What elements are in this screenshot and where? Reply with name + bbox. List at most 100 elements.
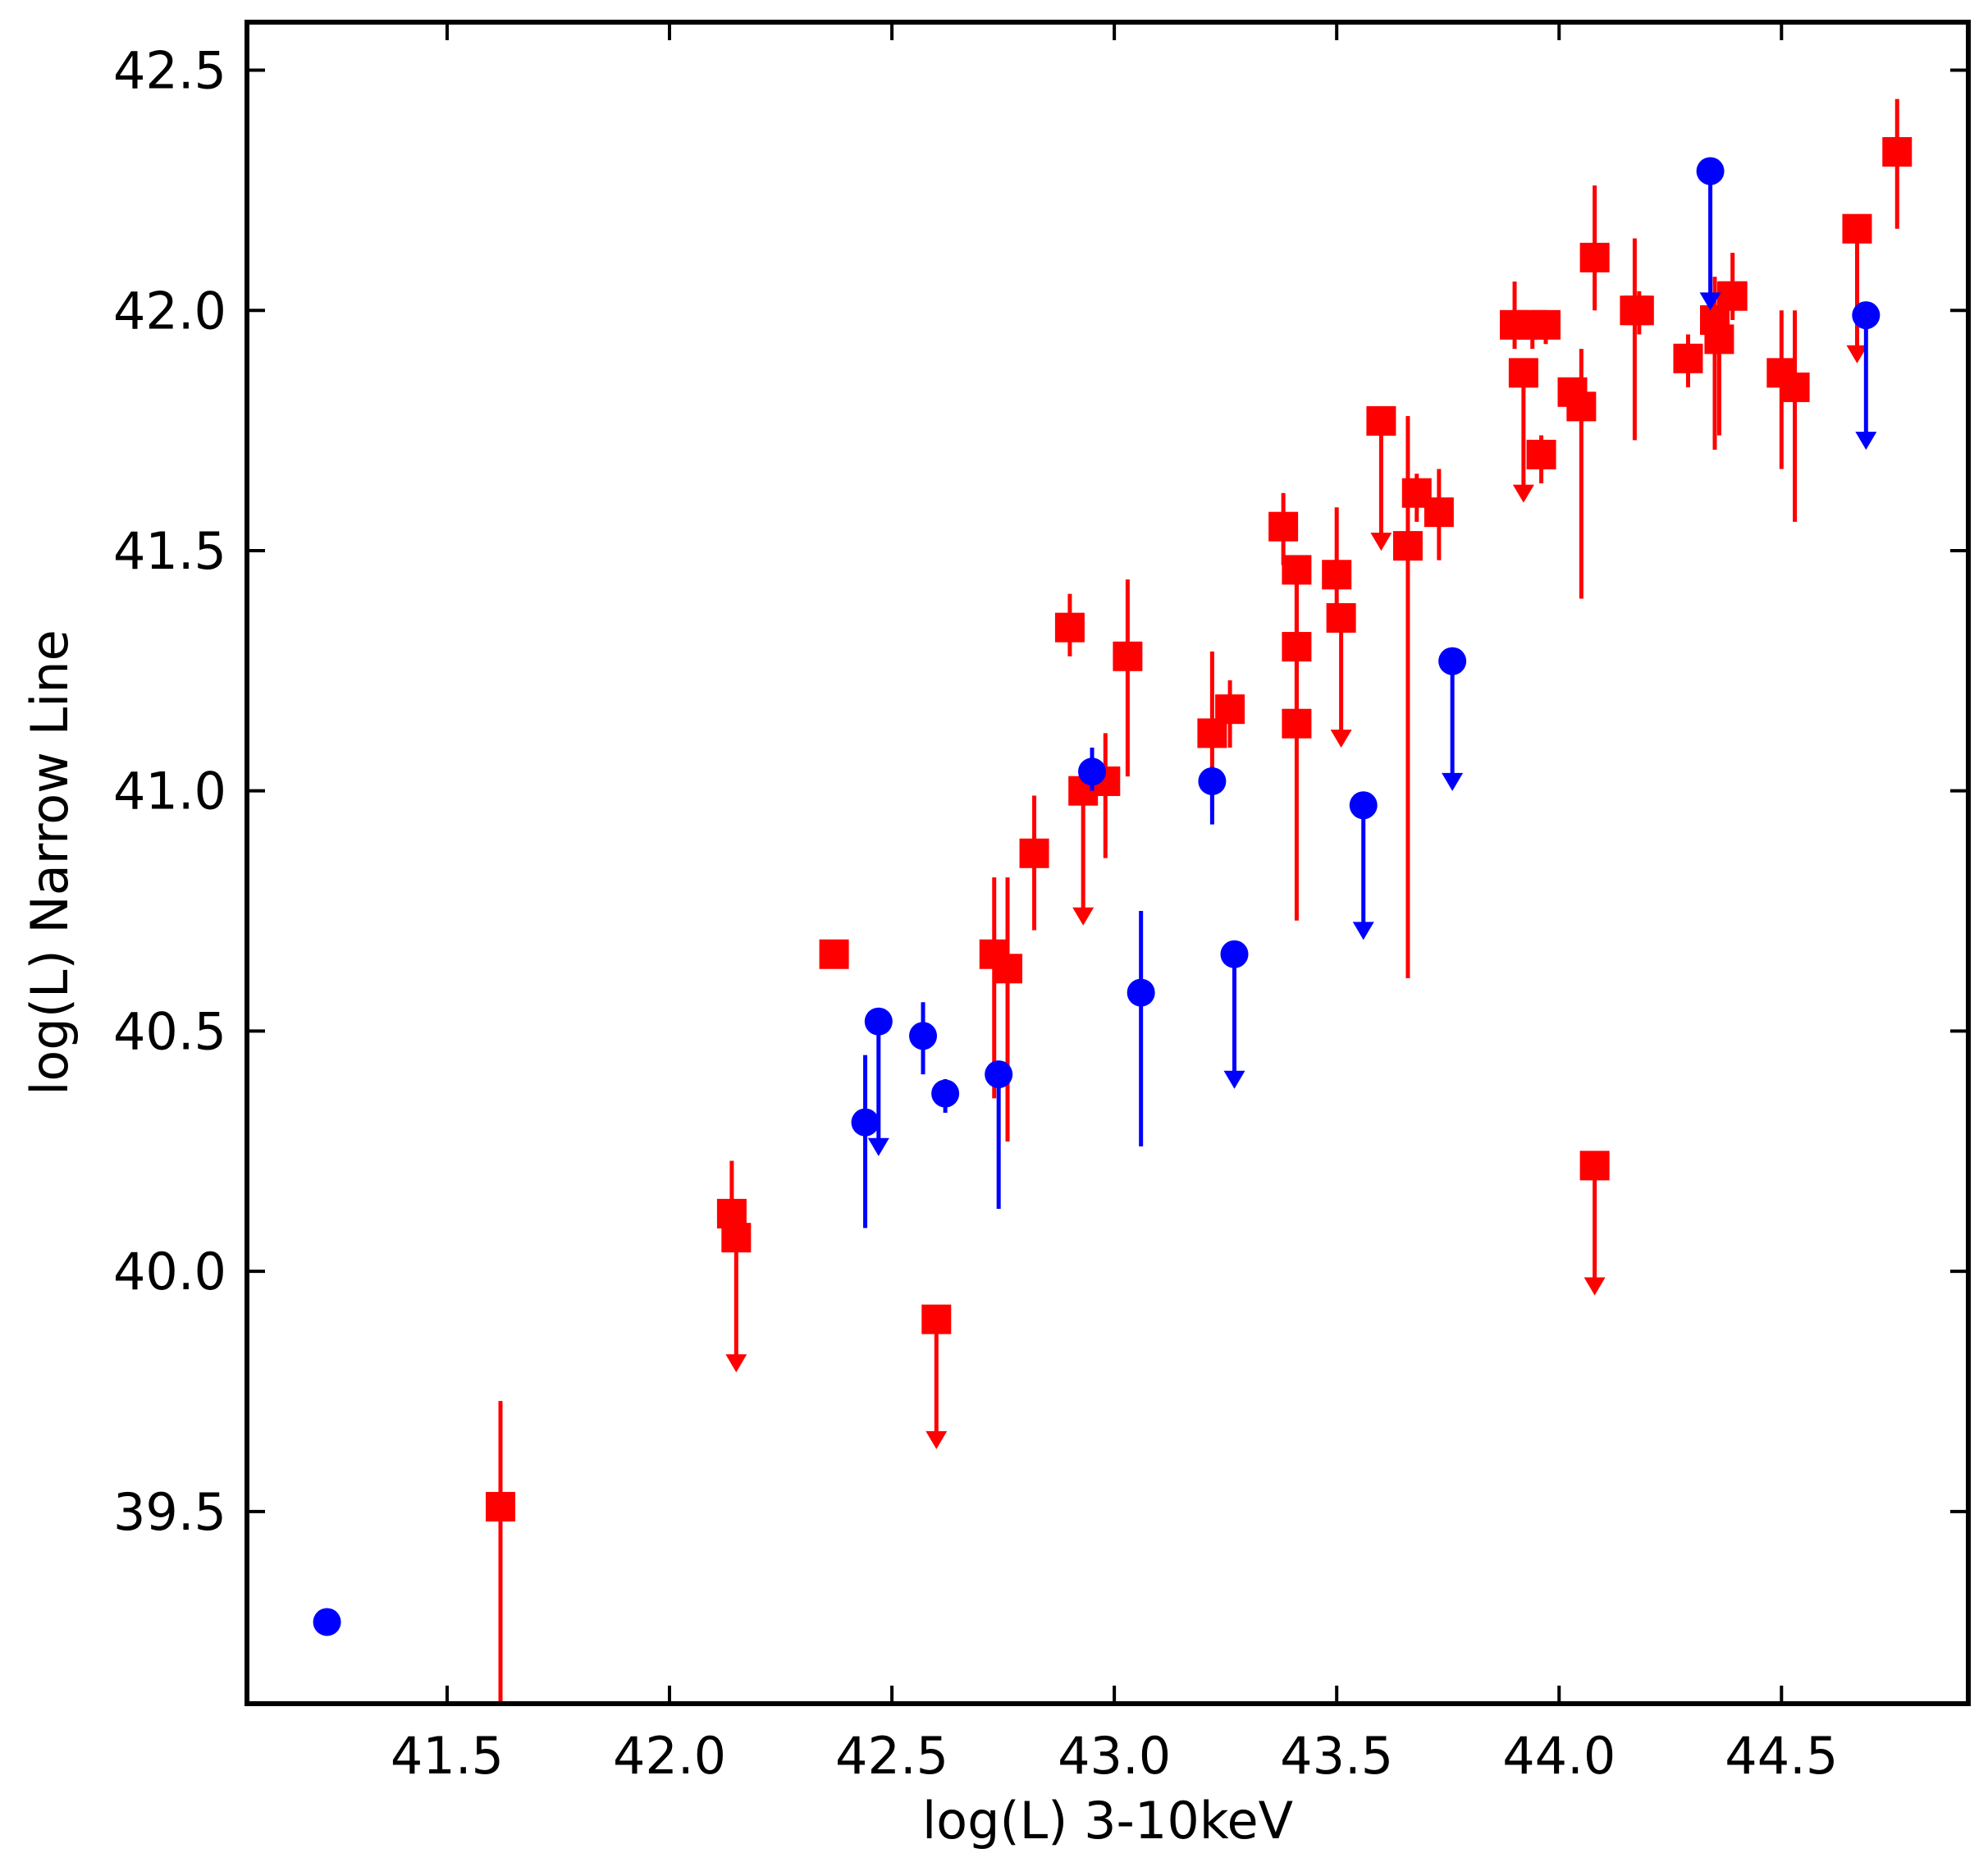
x-tick-label: 42.5 — [835, 1726, 948, 1786]
data-point — [1220, 940, 1249, 1089]
circle-marker — [1349, 791, 1378, 820]
data-point — [716, 1160, 747, 1229]
circle-marker — [931, 1079, 960, 1108]
data-point — [985, 1060, 1013, 1210]
data-point — [1127, 911, 1155, 1146]
data-point — [1198, 766, 1227, 825]
data-point — [486, 1401, 516, 1704]
square-marker — [1704, 324, 1734, 355]
square-marker — [1526, 439, 1556, 469]
data-point — [1566, 349, 1597, 599]
upper-limit-arrow — [1699, 292, 1721, 311]
circle-marker — [1852, 301, 1881, 330]
square-marker — [1673, 343, 1703, 373]
data-point — [1113, 579, 1143, 777]
upper-limit-arrow — [867, 1137, 889, 1156]
data-point — [1424, 469, 1454, 561]
axis-ticks — [247, 22, 1968, 1704]
square-marker — [1717, 281, 1748, 311]
data-point — [1530, 309, 1561, 345]
data-point — [721, 1223, 752, 1373]
square-marker — [1579, 1151, 1610, 1181]
square-marker — [1326, 602, 1356, 633]
data-point — [1322, 507, 1352, 623]
circle-marker — [851, 1108, 880, 1137]
x-tick-label: 43.0 — [1058, 1726, 1171, 1786]
y-tick-label: 39.5 — [113, 1482, 226, 1542]
circle-marker — [1078, 757, 1107, 786]
circle-marker — [985, 1060, 1013, 1089]
data-point — [1349, 791, 1378, 940]
square-marker — [1842, 213, 1872, 244]
x-tick-label: 41.5 — [391, 1726, 504, 1786]
data-marks — [313, 98, 1913, 1704]
data-point — [1068, 776, 1099, 926]
upper-limit-arrow — [1072, 907, 1095, 926]
square-marker — [921, 1304, 952, 1334]
square-marker — [1268, 511, 1299, 542]
square-marker — [1054, 612, 1085, 643]
data-point — [1268, 492, 1299, 565]
data-point — [1624, 291, 1654, 335]
data-point — [1438, 647, 1467, 791]
data-point — [1579, 185, 1610, 311]
data-point — [1620, 238, 1650, 441]
plot-frame — [245, 20, 1971, 1706]
data-point — [1054, 593, 1085, 657]
upper-limit-arrow — [1855, 432, 1877, 451]
upper-limit-arrow — [1584, 1277, 1606, 1296]
square-marker — [1282, 708, 1312, 739]
square-marker — [1019, 838, 1049, 868]
data-point — [1508, 358, 1538, 503]
data-point — [851, 1055, 880, 1229]
y-axis-label: log(L) Narrow Line — [20, 629, 80, 1096]
series-2 — [313, 157, 1881, 1636]
tick-labels: 41.5 42.0 42.5 43.0 43.5 44.0 44.5 39.5 40.0 40.5… — [113, 41, 1838, 1786]
data-point — [1579, 1151, 1610, 1296]
data-point — [1780, 310, 1810, 522]
x-tick-label: 42.0 — [613, 1726, 726, 1786]
upper-limit-arrow — [1330, 730, 1352, 748]
upper-limit-arrow — [1442, 772, 1464, 791]
y-tick-label: 42.5 — [113, 41, 226, 101]
data-point — [909, 1002, 938, 1075]
square-marker — [1530, 309, 1561, 340]
data-point — [1019, 795, 1049, 931]
data-point — [993, 877, 1023, 1142]
square-marker — [486, 1491, 516, 1522]
square-marker — [1424, 497, 1454, 528]
data-point — [1078, 747, 1107, 791]
data-point — [1392, 416, 1423, 979]
data-point — [1526, 435, 1556, 484]
data-point — [1090, 733, 1121, 858]
square-marker — [1780, 372, 1810, 402]
data-point — [313, 1608, 341, 1636]
square-marker — [819, 939, 849, 969]
square-marker — [1322, 560, 1352, 590]
circle-marker — [864, 1007, 893, 1036]
x-tick-label: 44.5 — [1725, 1726, 1838, 1786]
data-point — [1401, 474, 1432, 522]
data-point — [1842, 213, 1872, 364]
data-point — [1882, 98, 1913, 229]
square-marker — [721, 1223, 752, 1253]
circle-marker — [1438, 647, 1467, 675]
upper-limit-arrow — [1512, 484, 1534, 503]
circle-marker — [313, 1608, 341, 1636]
data-point — [1852, 301, 1881, 451]
y-tick-label: 42.0 — [113, 281, 226, 341]
circle-marker — [1220, 940, 1249, 968]
circle-marker — [1127, 978, 1155, 1007]
data-point — [1673, 334, 1703, 387]
square-marker — [1508, 358, 1538, 388]
y-tick-label: 41.5 — [113, 521, 226, 581]
upper-limit-arrow — [1223, 1070, 1245, 1089]
y-tick-label: 40.0 — [113, 1242, 226, 1302]
data-point — [1704, 281, 1734, 436]
upper-limit-arrow — [1846, 345, 1868, 364]
upper-limit-arrow — [1370, 533, 1392, 551]
data-point — [819, 939, 849, 969]
square-marker — [1113, 641, 1143, 671]
square-marker — [1579, 242, 1610, 272]
series-1 — [486, 98, 1913, 1704]
